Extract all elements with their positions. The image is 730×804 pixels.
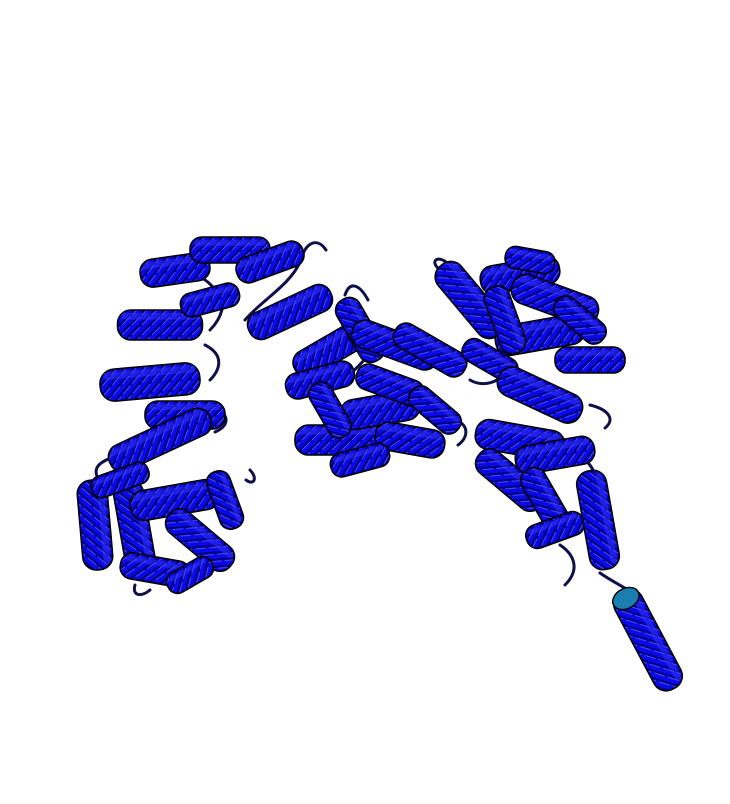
alpha-helix [90, 461, 150, 499]
tail-helix [612, 586, 684, 692]
alpha-helix [407, 385, 463, 435]
alpha-helix [554, 346, 626, 374]
alpha-helix [514, 435, 596, 475]
alpha-helix [496, 366, 584, 424]
alpha-helix [116, 309, 204, 341]
alpha-helix [165, 555, 215, 595]
alpha-helix [504, 245, 556, 275]
alpha-helix [483, 285, 527, 355]
alpha-helix [575, 469, 621, 571]
alpha-helix [164, 507, 236, 573]
alpha-helix [205, 469, 245, 531]
alpha-helix [329, 442, 391, 478]
alpha-helix [107, 407, 213, 473]
alpha-helix [374, 421, 446, 459]
alpha-helix [552, 295, 608, 345]
alpha-helix [139, 252, 211, 288]
alpha-helix [179, 282, 241, 318]
alpha-helix [246, 283, 334, 341]
alpha-helix [99, 362, 201, 402]
helix-group [76, 236, 684, 692]
alpha-helix [76, 479, 114, 571]
alpha-helix [392, 322, 468, 378]
alpha-helix [307, 381, 353, 439]
alpha-helix [235, 240, 305, 284]
